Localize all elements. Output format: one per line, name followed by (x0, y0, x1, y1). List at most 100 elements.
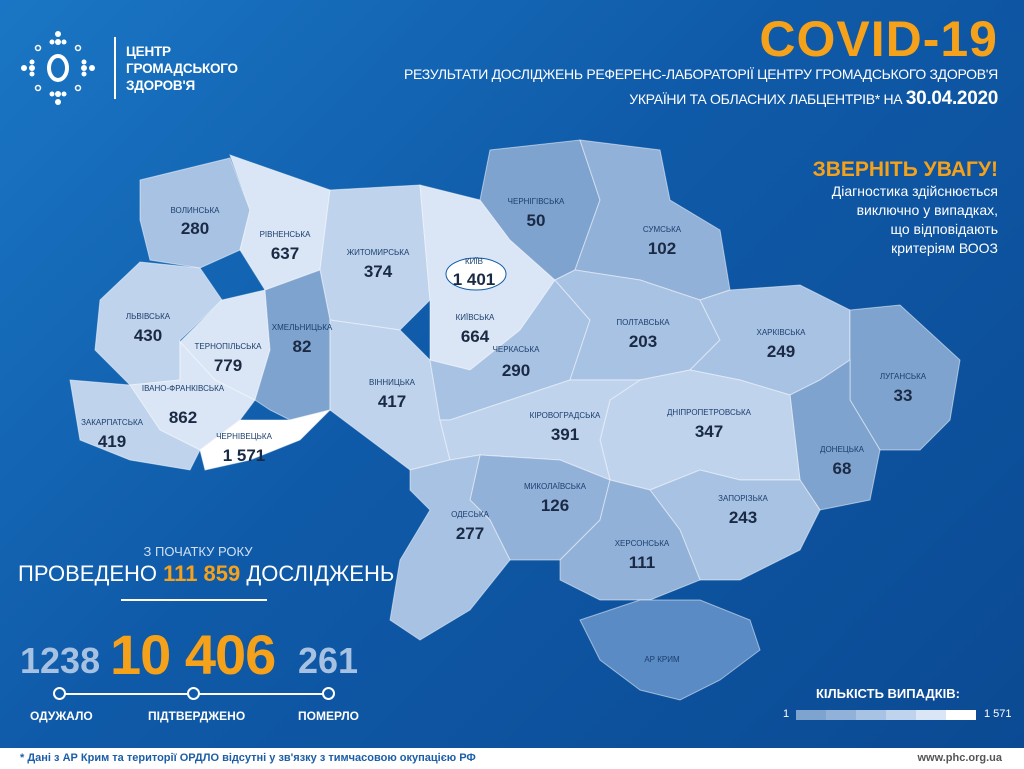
logo-line: ЗДОРОВ'Я (126, 77, 195, 93)
region-name: КІРОВОГРАДСЬКА (530, 411, 601, 420)
region-kherson (559, 479, 701, 601)
report-date: 30.04.2020 (905, 88, 998, 109)
region-name: ЗАКАРПАТСЬКА (81, 418, 144, 427)
region-cases: 419 (98, 432, 126, 451)
tests-period: З ПОЧАТКУ РОКУ (143, 544, 253, 559)
region-cases: 779 (214, 356, 242, 375)
website-link[interactable]: www.phc.org.ua (917, 752, 1002, 764)
region-name: ОДЕСЬКА (451, 510, 489, 519)
subtitle-date-line: УКРАЇНИ ТА ОБЛАСНИХ ЛАБЦЕНТРІВ* НА 30.04… (629, 88, 998, 110)
region-name: ХЕРСОНСЬКА (615, 539, 670, 548)
recovered-label: ОДУЖАЛО (30, 709, 93, 723)
region-name: ЧЕРНІВЕЦЬКА (216, 432, 273, 441)
region-cases: 277 (456, 524, 484, 543)
subtitle: РЕЗУЛЬТАТИ ДОСЛІДЖЕНЬ РЕФЕРЕНС-ЛАБОРАТОР… (403, 66, 998, 82)
region-cases: 111 (629, 553, 656, 572)
divider (121, 599, 267, 601)
region-name: ЗАПОРІЗЬКА (718, 494, 768, 503)
notice-line: що відповідають (890, 221, 998, 237)
region-name: ВОЛИНСЬКА (170, 206, 220, 215)
region-name: КИЇВ (465, 257, 483, 266)
region-cases: 33 (894, 386, 913, 405)
region-zakarpattia (69, 379, 201, 471)
region-cases: 1 571 (223, 446, 266, 465)
logo-icon (21, 31, 95, 105)
logo: ЦЕНТР ГРОМАДСЬКОГО ЗДОРОВ'Я (18, 28, 238, 108)
region-name: ТЕРНОПІЛЬСЬКА (195, 342, 263, 351)
notice: ЗВЕРНІТЬ УВАГУ! Діагностика здійснюється… (813, 158, 998, 258)
region-name: МИКОЛАЇВСЬКА (524, 482, 587, 491)
tests-count: 111 859 (163, 561, 241, 586)
region-cases: 102 (648, 239, 676, 258)
region-name: ЧЕРКАСЬКА (493, 345, 541, 354)
region-name: СУМСЬКА (643, 225, 682, 234)
region-crimea (579, 599, 761, 701)
tests-prefix: ПРОВЕДЕНО (18, 561, 164, 586)
region-cases: 203 (629, 332, 657, 351)
region-name: ЧЕРНІГІВСЬКА (508, 197, 565, 206)
region-volyn (139, 157, 251, 269)
logo-divider (114, 37, 116, 99)
region-name: ПОЛТАВСЬКА (616, 318, 670, 327)
tests-summary: З ПОЧАТКУ РОКУ ПРОВЕДЕНО 111 859 ДОСЛІДЖ… (18, 544, 394, 587)
region-name: ДНІПРОПЕТРОВСЬКА (667, 408, 752, 417)
ukraine-map: ВОЛИНСЬКА 280 РІВНЕНСЬКА 637 ЖИТОМИРСЬКА 374 К… (69, 139, 961, 701)
legend-swatch (916, 710, 946, 720)
recovered-count: 1238 (20, 640, 101, 681)
deaths-count: 261 (298, 640, 359, 681)
page-title: COVID-19 (759, 11, 998, 67)
region-name: ДОНЕЦЬКА (820, 445, 865, 454)
confirmed-dot (187, 687, 200, 700)
region-cases: 126 (541, 496, 569, 515)
region-cases: 243 (729, 508, 757, 527)
region-cases: 391 (551, 425, 579, 444)
region-kyiv (445, 257, 507, 291)
legend-title: КІЛЬКІСТЬ ВИПАДКІВ: (816, 686, 960, 701)
confirmed-label: ПІДТВЕРДЖЕНО (148, 709, 246, 723)
region-odesa (389, 454, 511, 641)
notice-heading: ЗВЕРНІТЬ УВАГУ! (812, 158, 998, 181)
legend-swatch (796, 710, 826, 720)
region-cases: 417 (378, 392, 406, 411)
region-name: ЛУГАНСЬКА (880, 372, 927, 381)
legend-swatch (826, 710, 856, 720)
legend-max: 1 571 (984, 708, 1012, 720)
region-cases: 347 (695, 422, 723, 441)
notice-line: критеріям ВООЗ (891, 240, 998, 256)
legend-swatch (946, 710, 976, 720)
footnote: * Дані з АР Крим та території ОРДЛО відс… (20, 752, 476, 764)
deaths-label: ПОМЕРЛО (298, 709, 359, 723)
region-cases: 280 (181, 219, 209, 238)
deaths-dot (322, 687, 335, 700)
confirmed-count: 10 406 (110, 623, 276, 686)
region-name: ІВАНО-ФРАНКІВСЬКА (142, 384, 225, 393)
region-cases: 374 (364, 262, 393, 281)
region-cases: 430 (134, 326, 162, 345)
region-cases: 82 (293, 337, 312, 356)
region-name: РІВНЕНСЬКА (260, 230, 311, 239)
region-name: ХМЕЛЬНИЦЬКА (272, 323, 333, 332)
region-name: АР КРИМ (644, 655, 680, 664)
legend-min: 1 (783, 708, 790, 720)
notice-line: виключно у випадках, (856, 202, 998, 218)
region-cases: 68 (833, 459, 852, 478)
region-kirovohrad (439, 379, 642, 481)
subtitle-text: УКРАЇНИ ТА ОБЛАСНИХ ЛАБЦЕНТРІВ* НА (629, 91, 906, 107)
legend-swatch (886, 710, 916, 720)
region-cases: 290 (502, 361, 530, 380)
region-name: КИЇВСЬКА (456, 313, 495, 322)
region-name: ХАРКІВСЬКА (757, 328, 807, 337)
region-name: ВІННИЦЬКА (369, 378, 416, 387)
region-cases: 249 (767, 342, 795, 361)
logo-line: ЦЕНТР (126, 43, 171, 59)
region-zhytomyr (319, 184, 431, 331)
legend-scale (796, 710, 976, 720)
region-chernivtsi (199, 409, 332, 471)
region-name: ЛЬВІВСЬКА (126, 312, 171, 321)
logo-line: ГРОМАДСЬКОГО (126, 60, 238, 76)
recovered-dot (53, 687, 66, 700)
region-cases: 862 (169, 408, 197, 427)
tests-suffix: ДОСЛІДЖЕНЬ (240, 561, 395, 586)
notice-line: Діагностика здійснюється (831, 183, 998, 199)
region-cases: 1 401 (453, 270, 496, 289)
